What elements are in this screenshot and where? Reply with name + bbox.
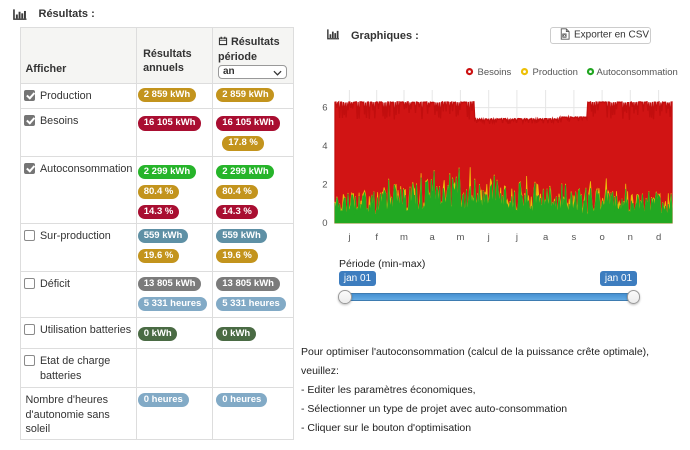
svg-text:o: o: [599, 232, 604, 243]
svg-text:m: m: [456, 232, 464, 243]
svg-text:Besoins: Besoins: [478, 67, 512, 78]
svg-text:x: x: [563, 33, 566, 38]
svg-text:j: j: [487, 232, 490, 243]
svg-text:6: 6: [322, 103, 327, 114]
svg-text:a: a: [430, 232, 436, 243]
svg-text:d: d: [656, 232, 661, 243]
svg-text:0: 0: [322, 218, 327, 229]
svg-text:2: 2: [322, 180, 327, 191]
svg-text:m: m: [400, 232, 408, 243]
svg-text:j: j: [347, 232, 350, 243]
svg-text:j: j: [515, 232, 518, 243]
svg-text:Autoconsommation: Autoconsommation: [597, 67, 678, 78]
svg-text:a: a: [543, 232, 549, 243]
svg-text:Production: Production: [533, 67, 578, 78]
svg-text:s: s: [572, 232, 577, 243]
svg-text:4: 4: [322, 141, 327, 152]
svg-text:f: f: [375, 232, 378, 243]
svg-text:n: n: [628, 232, 633, 243]
